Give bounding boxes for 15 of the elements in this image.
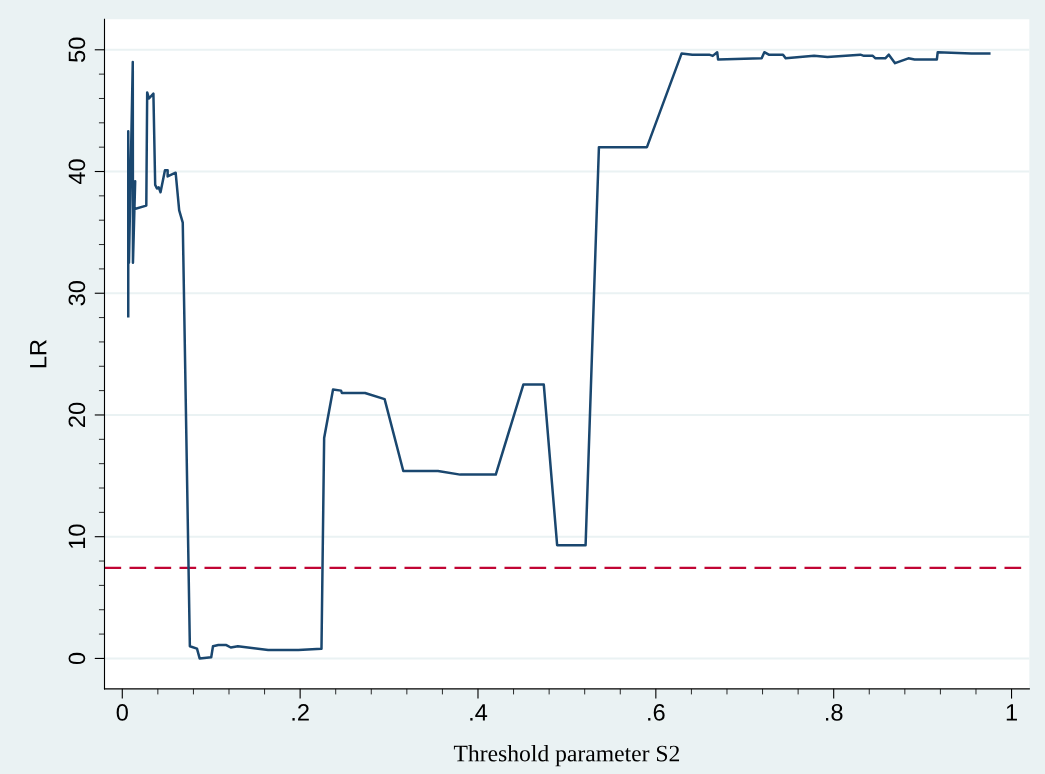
line-series [126,50,991,660]
y-tick-label: 30 [68,281,86,306]
x-tick-label: 0 [116,704,128,721]
x-axis-title: Threshold parameter S2 [453,744,680,767]
y-axis-title: LR [30,340,47,368]
x-tick-label: .4 [470,704,488,721]
y-tick-label: 40 [68,159,86,185]
x-tick-label: .6 [648,704,665,721]
x-tick-label: 1 [1006,704,1017,721]
y-tick-label: 10 [68,524,86,549]
x-tick-label: .2 [292,704,309,721]
y-tick-label: 0 [68,652,86,665]
y-tick-label: 20 [68,402,86,427]
x-tick-label: .8 [826,704,843,721]
y-tick-label: 50 [68,37,86,62]
